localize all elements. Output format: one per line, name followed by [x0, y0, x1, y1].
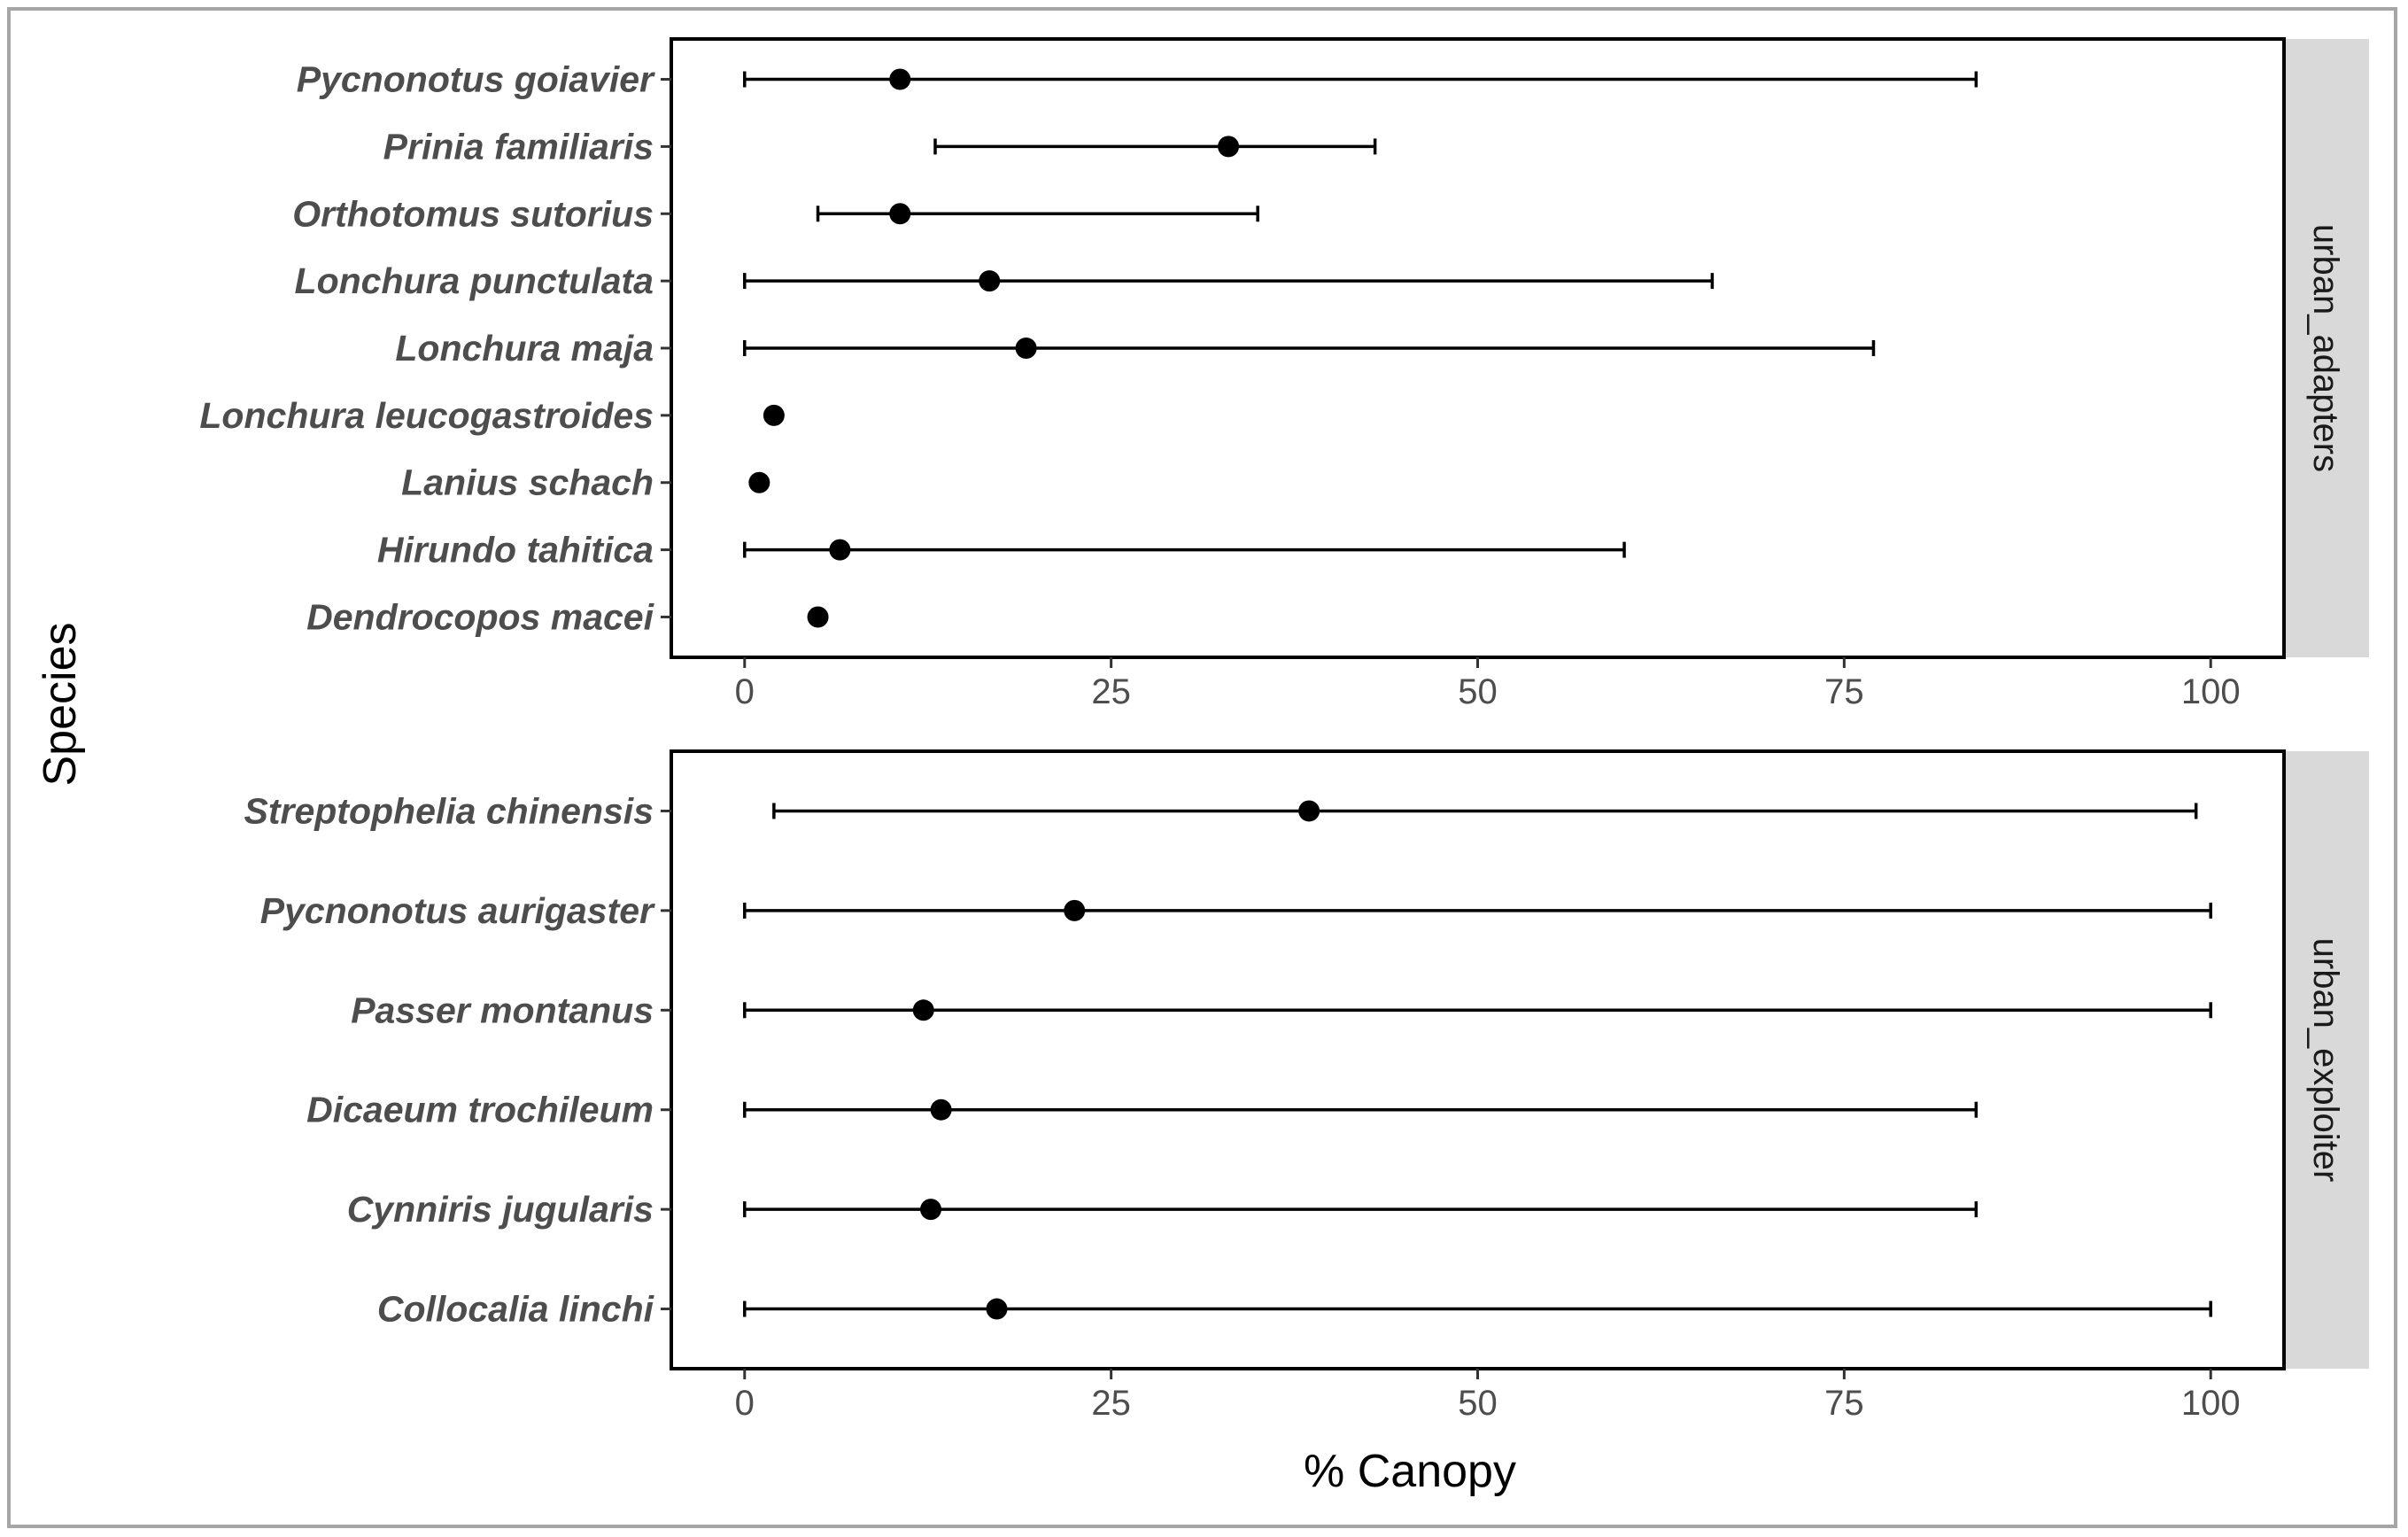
- species-label: Lonchura maja: [395, 328, 654, 369]
- x-tick-label: 50: [1458, 1384, 1498, 1423]
- mean-point: [889, 203, 911, 225]
- mean-point: [829, 539, 851, 561]
- x-tick-label: 0: [735, 1384, 755, 1423]
- mean-point: [1298, 800, 1320, 822]
- panel-urban_adapters: urban_adapters 0 25 50 75 100 Pycnonotus goiav…: [199, 37, 2369, 711]
- species-label: Lonchura punctulata: [295, 260, 654, 301]
- species-label: Passer montanus: [351, 990, 654, 1030]
- panel-urban_exploiter: urban_exploiter 0 25 50 75 100 Streptophelia c…: [244, 749, 2369, 1423]
- species-label: Cynniris jugularis: [347, 1189, 654, 1230]
- mean-point: [912, 999, 934, 1021]
- x-tick-label: 0: [735, 672, 755, 711]
- species-label: Orthotomus sutorius: [292, 193, 654, 234]
- facet-strip-label: urban_adapters: [2306, 224, 2345, 472]
- mean-point: [807, 606, 829, 628]
- species-label: Collocalia linchi: [377, 1289, 655, 1330]
- x-tick-label: 25: [1091, 1384, 1131, 1423]
- mean-point: [930, 1098, 952, 1121]
- x-axis-title: % Canopy: [1304, 1446, 1516, 1497]
- mean-point: [920, 1199, 942, 1221]
- species-label: Prinia familiaris: [383, 126, 654, 167]
- species-label: Pycnonotus aurigaster: [260, 890, 655, 931]
- x-tick-label: 75: [1824, 672, 1864, 711]
- mean-point: [979, 270, 1001, 292]
- x-tick-label: 75: [1824, 1384, 1864, 1423]
- x-tick-label: 50: [1458, 672, 1498, 711]
- species-label: Hirundo tahitica: [377, 530, 654, 571]
- facet-strip: [2286, 39, 2369, 657]
- x-tick-label: 100: [2181, 672, 2241, 711]
- species-label: Dendrocopos macei: [306, 596, 654, 637]
- species-label: Streptophelia chinensis: [244, 790, 654, 831]
- figure-frame: [7, 7, 2397, 1528]
- mean-point: [889, 68, 911, 90]
- mean-point: [763, 404, 785, 426]
- x-tick-label: 25: [1091, 672, 1131, 711]
- panel-border: [670, 749, 2286, 1370]
- mean-point: [986, 1298, 1008, 1320]
- species-label: Lonchura leucogastroides: [199, 395, 654, 436]
- mean-point: [1015, 338, 1037, 359]
- species-label: Pycnonotus goiavier: [297, 59, 655, 100]
- mean-point: [1064, 899, 1086, 921]
- species-label: Dicaeum trochileum: [306, 1090, 654, 1130]
- facet-strip-label: urban_exploiter: [2306, 938, 2345, 1183]
- y-axis-title: Species: [35, 623, 86, 787]
- mean-point: [748, 471, 770, 493]
- facet-strip: [2286, 751, 2369, 1369]
- mean-point: [1218, 136, 1240, 158]
- species-label: Lanius schach: [401, 462, 654, 503]
- x-tick-label: 100: [2181, 1384, 2241, 1423]
